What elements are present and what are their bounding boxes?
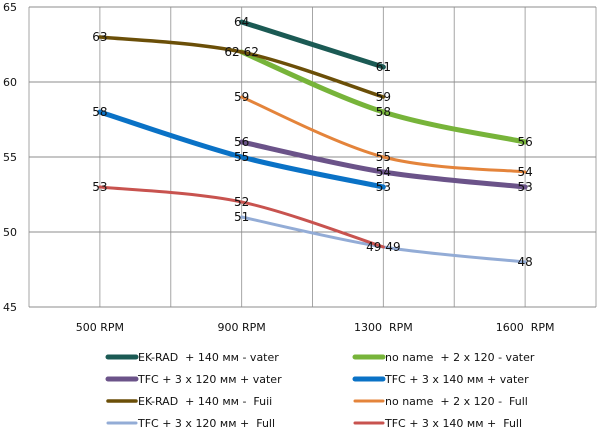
x-tick-label: 500 RPM — [76, 321, 124, 334]
y-tick-label: 60 — [3, 76, 17, 89]
data-label: 55 — [234, 150, 249, 164]
data-label: 53 — [92, 180, 107, 194]
legend-label: no name + 2 x 120 - Full — [385, 395, 528, 408]
data-label: 56 — [517, 135, 532, 149]
data-label: 49 — [366, 240, 381, 254]
x-tick-label: 900 RPM — [217, 321, 265, 334]
series-line — [240, 95, 527, 174]
data-label: 58 — [376, 105, 391, 119]
series-lines — [97, 19, 528, 264]
legend-label: EK-RAD + 140 мм - Fuii — [138, 395, 272, 408]
y-tick-label: 55 — [3, 151, 17, 164]
series-line — [239, 139, 528, 190]
legend-label: TFC + 3 x 140 мм + vater — [384, 373, 529, 386]
data-label: 56 — [234, 135, 249, 149]
data-label: 62 — [224, 45, 239, 59]
legend: EK-RAD + 140 мм - vater no name + 2 x 120… — [105, 351, 535, 430]
data-label: 51 — [234, 210, 249, 224]
series-line — [98, 185, 385, 249]
data-label: 54 — [376, 165, 391, 179]
x-axis: 500 RPM 900 RPM 1300 RPM 1600 RPM — [76, 321, 555, 334]
data-label: 59 — [234, 90, 249, 104]
data-label: 62 — [244, 45, 259, 59]
y-tick-label: 50 — [3, 226, 17, 239]
legend-label: TFC + 3 x 120 мм + vater — [137, 373, 282, 386]
legend-label: TFC + 3 x 140 мм + Full — [384, 417, 522, 430]
legend-label: TFC + 3 x 120 мм + Full — [137, 417, 275, 430]
y-tick-label: 65 — [3, 1, 17, 14]
data-label: 53 — [517, 180, 532, 194]
data-label: 53 — [376, 180, 391, 194]
series-line — [98, 35, 386, 99]
x-tick-label: 1300 RPM — [354, 321, 413, 334]
series-line — [97, 109, 386, 190]
series-line — [239, 19, 386, 70]
data-label: 48 — [517, 255, 532, 269]
data-label: 54 — [517, 165, 532, 179]
series-line — [239, 49, 528, 145]
data-label: 58 — [92, 105, 107, 119]
data-label: 49 — [385, 240, 400, 254]
data-label: 64 — [234, 15, 249, 29]
data-label: 63 — [92, 30, 107, 44]
y-axis: 45 50 55 60 65 — [3, 1, 17, 314]
legend-label: EK-RAD + 140 мм - vater — [138, 351, 279, 364]
data-label: 61 — [376, 60, 391, 74]
x-tick-label: 1600 RPM — [496, 321, 555, 334]
data-label: 55 — [376, 150, 391, 164]
data-label: 59 — [376, 90, 391, 104]
legend-label: no name + 2 x 120 - vater — [385, 351, 535, 364]
data-label: 52 — [234, 195, 249, 209]
y-tick-label: 45 — [3, 301, 17, 314]
